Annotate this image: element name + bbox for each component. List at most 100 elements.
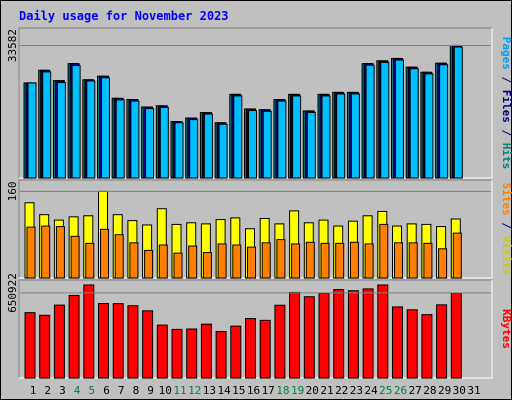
visits-sites-sites-bar [247, 246, 256, 279]
x-tick-label: 8 [133, 384, 140, 397]
x-tick-label: 11 [173, 384, 186, 397]
x-tick-label: 22 [335, 384, 348, 397]
visits-sites-sites-bar [129, 242, 139, 279]
visits-sites-sites-bar [261, 242, 271, 279]
visits-sites-sites-bar [158, 244, 168, 279]
axis-label-part: Visits [500, 236, 512, 276]
y-tick-label: 650922 [6, 273, 19, 313]
visits-sites-sites-bar [394, 242, 403, 279]
hits-files-pages-pages-bar [145, 108, 155, 179]
hits-files-pages-pages-bar [203, 113, 213, 179]
hits-files-pages-pages-bar [115, 99, 125, 179]
x-tick-label: 28 [423, 384, 436, 397]
visits-sites-sites-bar [85, 242, 95, 279]
axis-label-part: / [500, 123, 512, 143]
hits-files-pages-pages-bar [130, 100, 140, 179]
x-tick-label: 24 [364, 384, 378, 397]
x-tick-label: 2 [44, 384, 51, 397]
hits-files-pages-pages-bar [71, 65, 81, 179]
visits-sites-sites-bar [100, 228, 109, 279]
kbytes-kbytes-bar [127, 305, 139, 379]
visits-sites-sites-bar [202, 252, 212, 279]
x-tick-label: 16 [247, 384, 260, 397]
kbytes-kbytes-bar [274, 304, 286, 379]
visits-sites-sites-bar [408, 242, 418, 279]
visits-sites-sites-bar [320, 242, 330, 279]
axis-label-part: / [500, 70, 512, 90]
visits-sites-sites-bar [349, 241, 359, 279]
visits-sites-sites-bar [144, 249, 154, 279]
visits-sites-sites-bar [70, 235, 80, 279]
x-tick-label: 7 [118, 384, 125, 397]
x-tick-label: 23 [350, 384, 363, 397]
hits-files-pages-pages-bar [424, 73, 434, 179]
kbytes-axis-label: KBytes [500, 309, 512, 349]
hits-files-pages-pages-bar [277, 100, 287, 179]
visits-sites-sites-bar [305, 241, 315, 279]
kbytes-kbytes-bar [142, 310, 154, 379]
visits-sites-sites-bar [423, 242, 433, 279]
visits-sites-sites-bar [438, 248, 448, 279]
axis-label-part: / [500, 216, 512, 236]
kbytes-kbytes-bar [24, 312, 36, 379]
x-tick-label: 10 [159, 384, 172, 397]
x-tick-label: 6 [103, 384, 110, 397]
x-tick-label: 1 [30, 384, 37, 397]
hits-files-pages-pages-bar [42, 71, 52, 179]
hits-files-pages-pages-bar [292, 95, 302, 179]
x-tick-label: 29 [438, 384, 451, 397]
visits-sites-sites-bar [217, 243, 227, 279]
hits-files-pages-axis-label: Pages / Files / Hits [500, 37, 512, 170]
x-tick-label: 15 [232, 384, 245, 397]
kbytes-kbytes-bar [83, 284, 95, 379]
kbytes-kbytes-bar [39, 314, 51, 379]
kbytes-kbytes-bar [421, 314, 433, 379]
kbytes-kbytes-bar [171, 328, 183, 379]
x-tick-label: 3 [59, 384, 66, 397]
visits-sites-sites-bar [26, 226, 36, 279]
kbytes-kbytes-bar [53, 304, 65, 379]
kbytes-kbytes-bar [68, 294, 80, 379]
visits-sites-sites-bar [232, 244, 242, 279]
x-tick-label: 17 [262, 384, 275, 397]
visits-sites-sites-bar [188, 245, 198, 279]
kbytes-kbytes-bar [362, 288, 374, 379]
chart-title: Daily usage for November 2023 [19, 9, 229, 23]
x-tick-label: 26 [394, 384, 407, 397]
hits-files-pages-pages-bar [159, 106, 169, 179]
x-tick-label: 20 [306, 384, 319, 397]
kbytes-kbytes-bar [98, 303, 109, 379]
kbytes-kbytes-bar [112, 303, 124, 379]
hits-files-pages-pages-bar [409, 68, 419, 179]
hits-files-pages-pages-bar [306, 112, 316, 179]
hits-files-pages-pages-bar [395, 59, 404, 179]
x-tick-label: 12 [188, 384, 201, 397]
visits-sites-sites-bar [335, 242, 345, 279]
hits-files-pages-pages-bar [218, 123, 228, 179]
visits-sites-sites-bar [291, 243, 301, 279]
x-tick-label: 14 [217, 384, 231, 397]
visits-sites-axis-label: Sites / Visits [500, 183, 512, 276]
kbytes-kbytes-bar [377, 284, 389, 379]
axis-label-part: Sites [500, 183, 512, 216]
axis-label-part: Pages [500, 37, 512, 70]
x-tick-label: 31 [467, 384, 480, 397]
visits-sites-sites-bar [41, 225, 51, 279]
kbytes-kbytes-bar [200, 323, 212, 379]
axis-label-part: KBytes [500, 309, 512, 349]
x-tick-label: 30 [453, 384, 466, 397]
x-tick-label: 13 [203, 384, 216, 397]
x-tick-label: 25 [379, 384, 392, 397]
hits-files-pages-pages-bar [233, 95, 243, 179]
hits-files-pages-pages-bar [189, 119, 199, 179]
panel-border-shadow [18, 179, 492, 278]
kbytes-kbytes-bar [289, 291, 301, 379]
kbytes-kbytes-bar [245, 318, 256, 379]
visits-sites-sites-bar [452, 232, 462, 279]
x-tick-label: 9 [147, 384, 154, 397]
kbytes-kbytes-bar [186, 328, 198, 379]
kbytes-kbytes-bar [230, 325, 242, 379]
hits-files-pages-pages-bar [365, 64, 375, 179]
hits-files-pages-pages-bar [56, 82, 66, 179]
kbytes-kbytes-bar [318, 292, 330, 379]
